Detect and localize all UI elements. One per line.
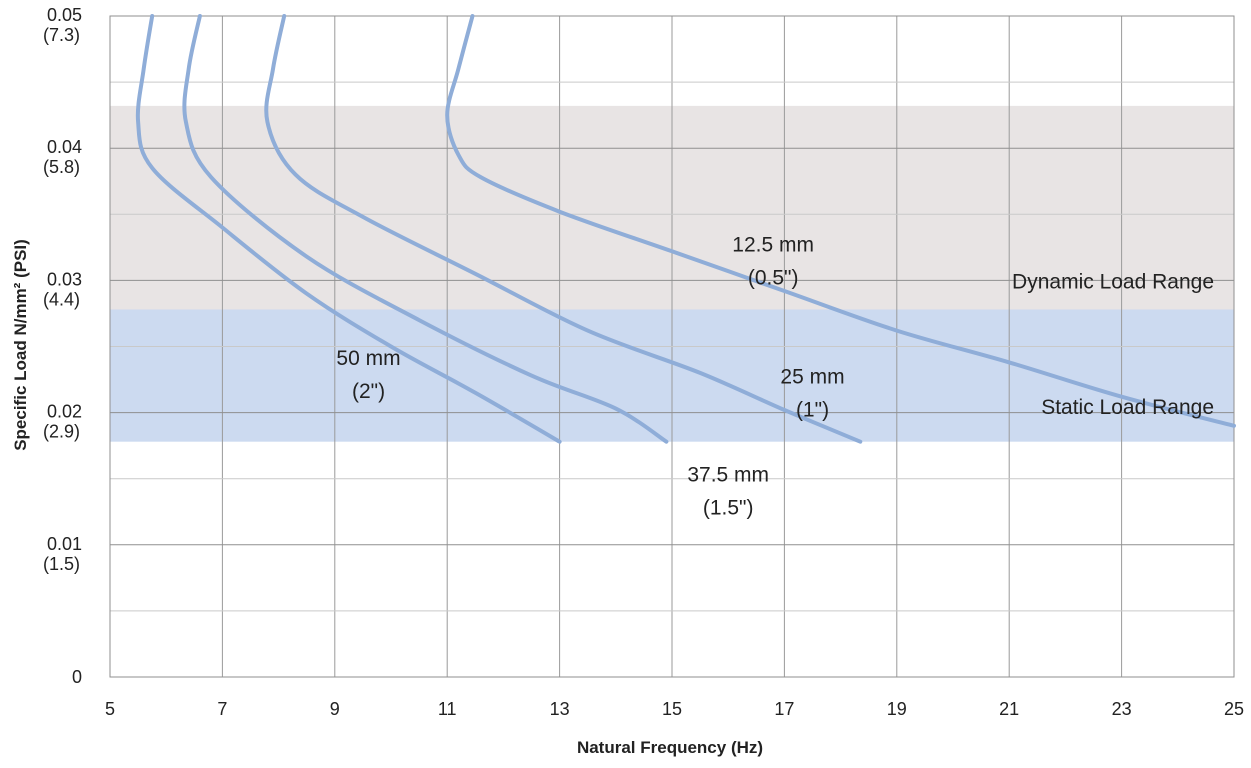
series-sublabel-0: (2") (352, 380, 385, 403)
series-line-1 (182, 14, 669, 444)
y-tick-psi-label: (7.3) (43, 25, 80, 45)
series-sublabel-2: (1") (796, 399, 829, 422)
y-tick-label: 0.03 (47, 269, 82, 289)
x-tick-label: 7 (217, 699, 227, 719)
x-tick-label: 15 (662, 699, 682, 719)
series-label-0: 50 mm (336, 347, 400, 370)
x-tick-label: 11 (438, 699, 457, 719)
x-tick-label: 21 (999, 699, 1019, 719)
band-label-1: Static Load Range (1041, 396, 1214, 419)
y-tick-psi-label: (1.5) (43, 554, 80, 574)
y-tick-psi-label: (5.8) (43, 157, 80, 177)
y-axis-label: Specific Load N/mm² (PSI) (11, 239, 30, 451)
y-tick-label: 0.01 (47, 534, 82, 554)
series-sublabel-3: (0.5") (748, 266, 799, 289)
series-sublabel-1: (1.5") (703, 496, 754, 519)
ticks-layer: 5 7 9 11 13 15 17 19 21 23 25 0 0.01(1.5) 0.02(2.9) 0.… (43, 5, 1244, 719)
series-label-2: 25 mm (780, 366, 844, 389)
x-tick-label: 25 (1224, 699, 1244, 719)
plot-border (109, 15, 1235, 678)
series-line-0 (135, 14, 562, 444)
band-label-0: Dynamic Load Range (1012, 270, 1214, 293)
y-tick-psi-label: (2.9) (43, 422, 80, 442)
labels-layer: 50 mm (2") 37.5 mm (1.5") 25 mm (1") 12.5 mm (0… (336, 233, 1214, 519)
y-tick-label: 0.02 (47, 402, 82, 422)
series-layer (135, 14, 1236, 444)
x-tick-label: 19 (887, 699, 907, 719)
series-line-3 (445, 14, 1236, 428)
y-tick-label: 0 (72, 667, 82, 687)
series-label-3: 12.5 mm (732, 233, 814, 256)
y-tick-psi-label: (4.4) (43, 289, 80, 309)
y-tick-label: 0.05 (47, 5, 82, 25)
x-tick-label: 23 (1112, 699, 1132, 719)
x-tick-label: 17 (774, 699, 794, 719)
series-label-1: 37.5 mm (687, 463, 769, 486)
x-tick-label: 5 (105, 699, 115, 719)
x-tick-label: 9 (330, 699, 340, 719)
x-axis-label: Natural Frequency (Hz) (577, 738, 763, 757)
y-tick-label: 0.04 (47, 137, 82, 157)
series-line-2 (264, 14, 863, 444)
grid-layer (109, 15, 1235, 678)
x-tick-label: 13 (550, 699, 570, 719)
